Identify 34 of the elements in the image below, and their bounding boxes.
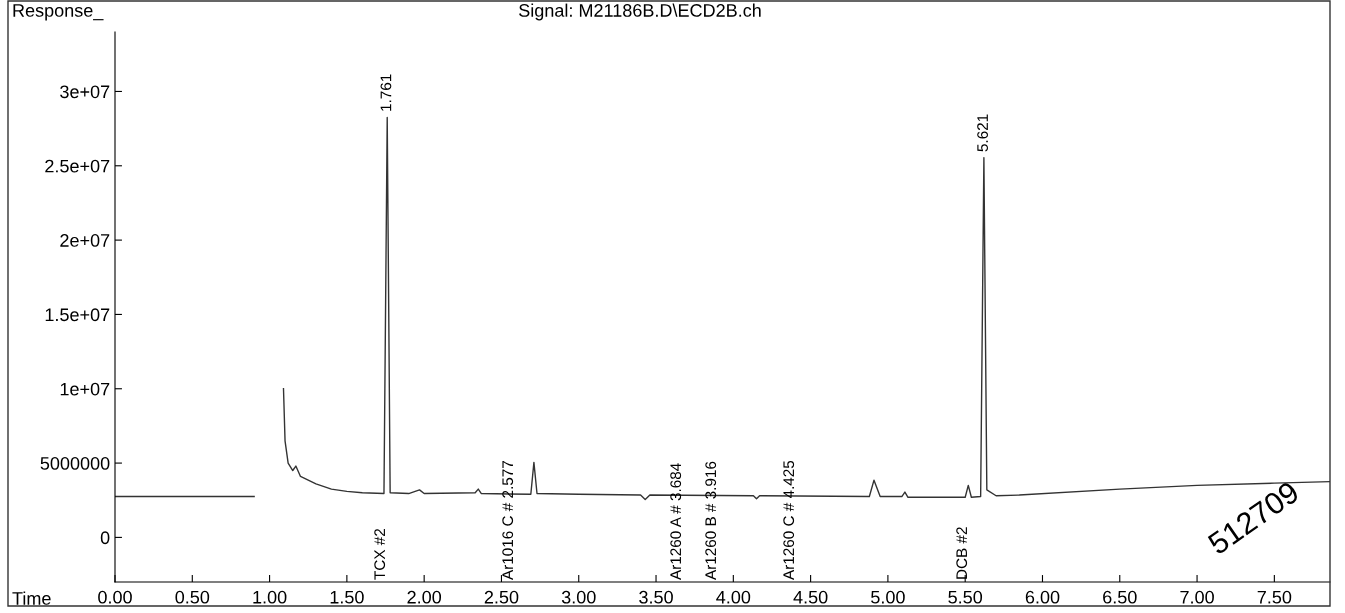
y-tick-label: 2e+07 [60,234,110,247]
y-tick-label: 3e+07 [60,85,110,99]
y-tick-label: 5000000 [40,457,110,470]
x-tick-label: 7.50 [1257,590,1292,604]
annotation: Ar1260 B # 3.916 [705,461,717,580]
x-tick-label: 0.00 [98,590,132,604]
y-tick-label: 1.5e+07 [45,308,110,322]
x-tick-label: 2.00 [407,590,442,604]
y-tick-label: 2.5e+07 [45,159,110,173]
x-tick-label: 3.00 [561,590,596,604]
y-axis-title: Response_ [13,4,104,21]
annotation: Ar1260 A # 3.684 [670,463,682,580]
x-tick-label: 6.00 [1025,590,1060,604]
x-tick-label: 1.50 [330,590,364,604]
x-tick-label: 5.50 [948,590,983,604]
annotation: Ar1260 C # 4.425 [783,460,795,580]
x-tick-label: 5.00 [871,590,905,604]
annotation: 5.621 [977,114,988,152]
x-tick-label: 2.50 [484,590,519,604]
x-tick-label: 1.00 [253,590,287,604]
annotation: 1.761 [380,74,392,111]
y-tick-label: 1e+07 [60,382,110,396]
x-tick-label: 6.50 [1103,590,1137,604]
x-tick-label: 7.00 [1180,590,1214,604]
y-tick-label: 0 [100,531,110,545]
x-tick-label: 4.50 [793,590,828,604]
annotation: DCB #2 [956,527,968,579]
x-tick-label: 0.50 [175,590,210,604]
x-tick-label: 3.50 [639,590,673,604]
chart-title: Signal: M21186B.D\ECD2B.ch [519,3,761,21]
x-axis-title: Time [12,591,51,605]
annotation: Ar1016 C # 2.577 [502,461,514,580]
annotation: TCX #2 [374,528,386,580]
x-tick-label: 4.00 [716,590,751,604]
